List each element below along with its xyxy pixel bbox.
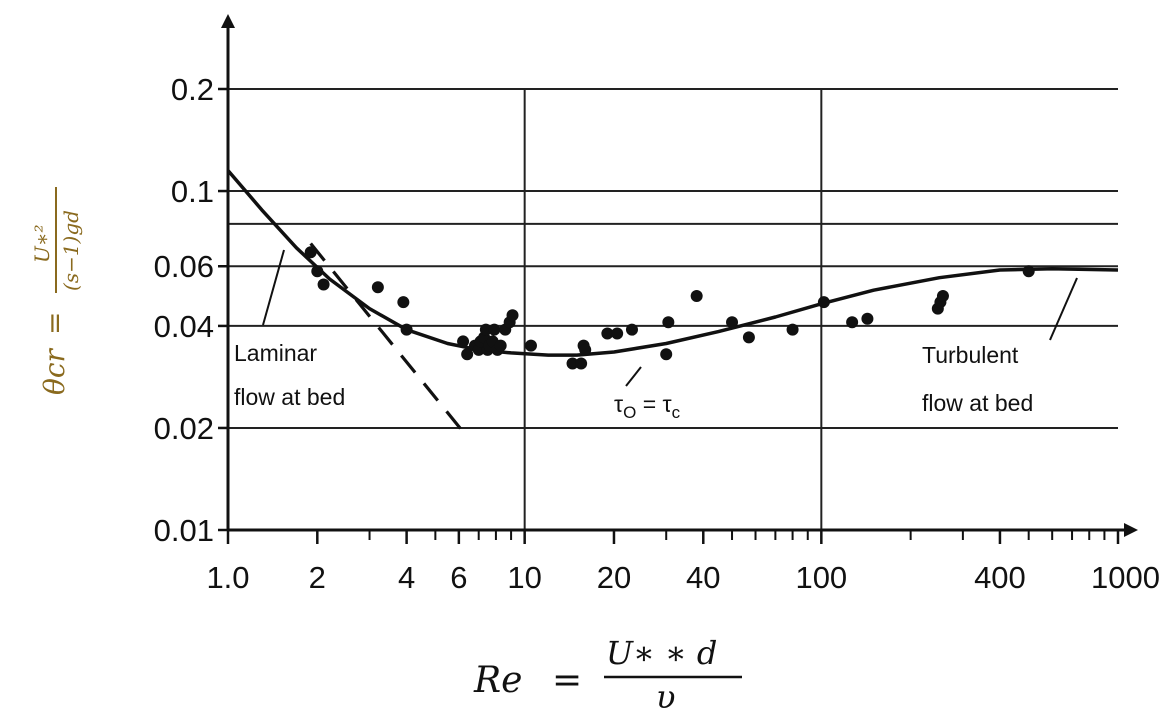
data-point-32: [690, 290, 703, 303]
curve-label-text: τO = τc: [614, 391, 681, 422]
data-point-21: [506, 309, 519, 322]
y-axis-label-lhs: θcr: [38, 347, 71, 395]
threshold-curve: [226, 169, 1119, 357]
x-tick-label-6: 40: [686, 560, 720, 595]
data-point-23: [566, 357, 579, 370]
x-axis-label-numerator: U∗ ∗ d: [606, 634, 717, 672]
data-point-34: [742, 331, 755, 344]
y-tick-label-5: 0.01: [154, 513, 214, 548]
data-point-16: [488, 323, 501, 336]
data-point-31: [662, 316, 675, 329]
data-point-22: [524, 339, 537, 352]
data-point-3: [371, 281, 384, 294]
data-point-28: [611, 327, 624, 340]
data-point-30: [660, 348, 673, 361]
y-axis-label-numerator: U∗²: [30, 225, 54, 263]
annotation-laminar: Laminar flow at bed: [234, 249, 345, 410]
y-axis-label-eq: =: [38, 312, 71, 335]
data-point-26: [579, 343, 592, 356]
data-point-7: [461, 348, 474, 361]
data-point-5: [400, 323, 413, 336]
x-tick-label-3: 6: [450, 560, 467, 595]
y-tick-label-3: 0.04: [154, 309, 214, 344]
y-axis-label-denominator: (s−1)gd: [59, 210, 83, 291]
x-axis-label-eq: =: [552, 660, 582, 701]
x-tick-label-1: 2: [309, 560, 326, 595]
axes: [218, 14, 1138, 544]
data-point-2: [317, 278, 330, 291]
y-tick-label-1: 0.1: [171, 174, 214, 209]
y-tick-label-2: 0.06: [154, 249, 214, 284]
curve-label-leader: [625, 366, 642, 387]
annotation-turbulent-leader: [1049, 277, 1078, 341]
data-point-41: [936, 290, 949, 303]
grid: [228, 88, 1118, 530]
data-point-37: [846, 316, 859, 329]
data-point-24: [575, 357, 588, 370]
curves: [226, 169, 1119, 441]
data-point-0: [304, 246, 317, 259]
data-point-27: [601, 327, 614, 340]
data-point-38: [861, 312, 874, 325]
x-tick-label-9: 1000: [1091, 560, 1160, 595]
data-point-36: [817, 296, 830, 309]
x-axis-label-lhs: Re: [473, 660, 522, 701]
annotation-turbulent: Turbulent flow at bed: [922, 277, 1078, 416]
annotation-laminar-line1: Laminar: [234, 340, 317, 366]
x-tick-label-5: 20: [597, 560, 631, 595]
data-points: [304, 246, 1035, 370]
data-point-6: [457, 335, 470, 348]
y-tick-label-0: 0.2: [171, 72, 214, 107]
x-axis-label-denominator: υ: [656, 678, 675, 713]
data-point-42: [1022, 265, 1035, 278]
data-point-29: [625, 323, 638, 336]
data-point-18: [494, 339, 507, 352]
annotation-laminar-line2: flow at bed: [234, 384, 345, 410]
data-point-35: [786, 323, 799, 336]
x-tick-label-4: 10: [507, 560, 541, 595]
data-point-33: [726, 316, 739, 329]
x-tick-label-8: 400: [974, 560, 1026, 595]
x-tick-label-0: 1.0: [206, 560, 249, 595]
annotation-turbulent-line2: flow at bed: [922, 390, 1033, 416]
data-point-12: [479, 323, 492, 336]
curve-label: τO = τc: [614, 366, 681, 422]
x-axis-label: Re = U∗ ∗ d υ: [473, 634, 742, 713]
tick-labels: 1.0 2 4 6 10 20 40 100 400 1000 0.2 0.1 0.06 0.04 0.02…: [154, 72, 1160, 595]
y-axis-label: θcr = U∗² (s−1)gd: [30, 187, 83, 395]
dashed-line: [309, 242, 471, 441]
x-tick-label-2: 4: [398, 560, 415, 595]
annotation-laminar-leader: [262, 249, 285, 326]
data-point-1: [311, 265, 324, 278]
x-tick-label-7: 100: [795, 560, 847, 595]
data-point-4: [397, 296, 410, 309]
annotation-turbulent-line1: Turbulent: [922, 342, 1019, 368]
y-tick-label-4: 0.02: [154, 411, 214, 446]
